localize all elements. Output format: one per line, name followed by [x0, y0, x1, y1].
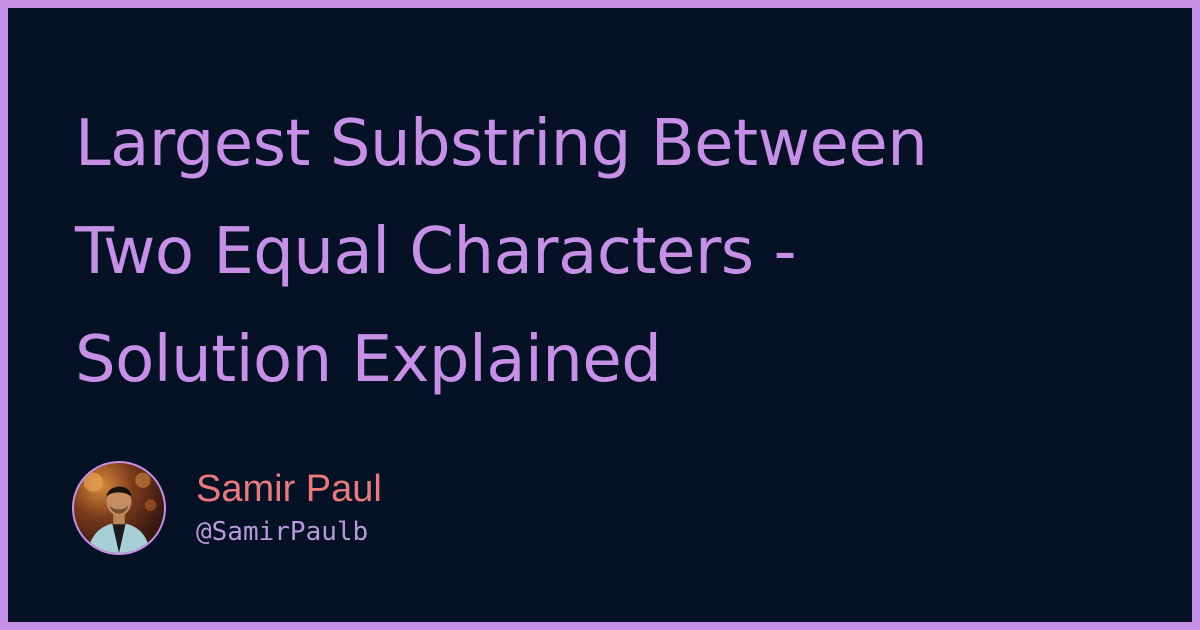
author-name: Samir Paul: [196, 468, 382, 510]
title-line-3: Solution Explained: [75, 323, 662, 397]
author-handle: @SamirPaulb: [196, 517, 369, 547]
author-block: Samir Paul @SamirPaulb: [72, 458, 382, 558]
title-line-1: Largest Substring Between: [75, 107, 928, 181]
avatar-photo-icon: [83, 472, 157, 553]
author-text: Samir Paul @SamirPaulb: [196, 466, 382, 550]
social-card: Largest Substring Between Two Equal Char…: [8, 8, 1192, 622]
title-line-2: Two Equal Characters -: [75, 215, 797, 289]
page-title: Largest Substring Between Two Equal Char…: [75, 90, 1075, 414]
author-avatar: [72, 461, 166, 555]
